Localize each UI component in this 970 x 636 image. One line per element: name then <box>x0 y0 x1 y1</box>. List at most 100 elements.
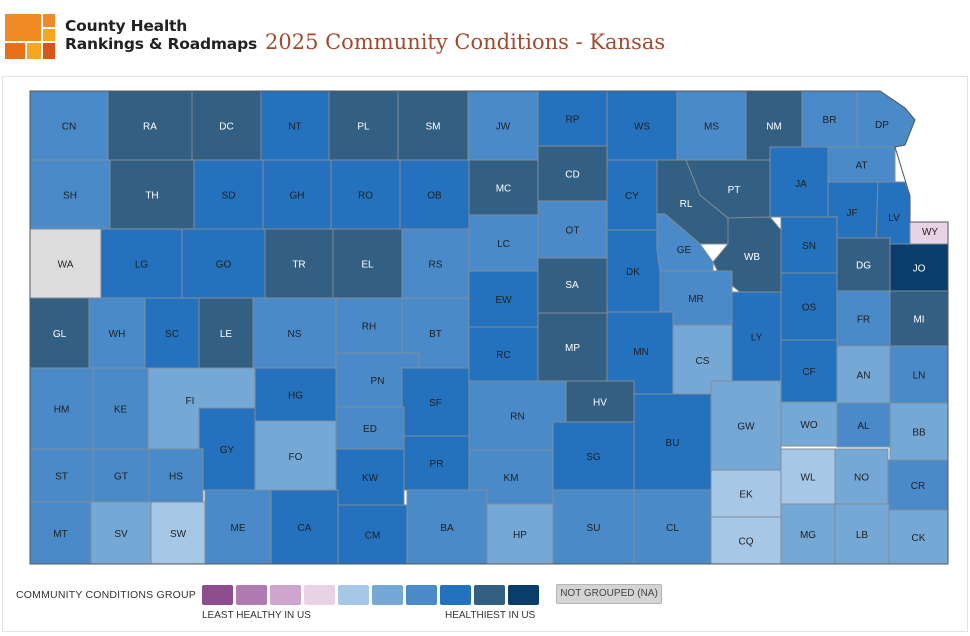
legend-title: COMMUNITY CONDITIONS GROUP <box>16 589 197 601</box>
county-gl[interactable] <box>29 297 90 369</box>
county-hg[interactable] <box>254 367 337 422</box>
county-kw[interactable] <box>335 448 405 506</box>
county-at[interactable] <box>827 146 896 183</box>
county-jw[interactable] <box>467 90 539 161</box>
county-el[interactable] <box>332 228 403 299</box>
county-dp[interactable] <box>856 90 916 148</box>
county-label-ws: WS <box>634 122 650 133</box>
county-ot[interactable] <box>537 200 608 259</box>
county-ew[interactable] <box>468 270 539 328</box>
county-ca[interactable] <box>270 489 339 565</box>
county-lb[interactable] <box>834 503 890 565</box>
county-label-km: KM <box>504 473 519 484</box>
county-sw[interactable] <box>150 501 206 565</box>
county-label-cy: CY <box>625 191 639 202</box>
county-lg[interactable] <box>100 228 183 299</box>
county-no[interactable] <box>834 448 889 505</box>
county-sg[interactable] <box>552 421 635 491</box>
county-st[interactable] <box>29 448 94 503</box>
county-sc[interactable] <box>144 297 200 369</box>
county-tr[interactable] <box>264 228 334 299</box>
county-cd[interactable] <box>537 145 608 202</box>
county-me[interactable] <box>204 489 272 565</box>
legend-swatch-g1[interactable] <box>202 585 233 605</box>
county-pr[interactable] <box>403 435 470 491</box>
county-gy[interactable] <box>198 407 256 491</box>
county-label-pr: PR <box>430 459 444 470</box>
county-fr[interactable] <box>836 290 891 347</box>
county-le[interactable] <box>198 297 254 369</box>
county-cq[interactable] <box>710 516 782 565</box>
legend-swatch-g3[interactable] <box>270 585 301 605</box>
county-pl[interactable] <box>328 90 399 161</box>
county-ja[interactable] <box>769 146 829 218</box>
county-ws[interactable] <box>606 90 678 161</box>
legend-swatch-g8[interactable] <box>440 585 471 605</box>
county-ns[interactable] <box>252 297 337 369</box>
county-jo[interactable] <box>889 243 949 292</box>
county-sv[interactable] <box>90 501 152 565</box>
county-rh[interactable] <box>335 297 403 354</box>
county-label-no: NO <box>854 473 869 484</box>
legend-swatch-g10[interactable] <box>508 585 539 605</box>
legend-least-healthy-label: LEAST HEALTHY IN US <box>202 610 311 621</box>
legend-swatch-g5[interactable] <box>338 585 369 605</box>
county-cy[interactable] <box>606 159 658 231</box>
county-ln[interactable] <box>889 345 949 404</box>
county-ge[interactable] <box>656 213 714 272</box>
county-label-dp: DP <box>875 120 889 131</box>
state-outline <box>29 90 949 565</box>
county-cm[interactable] <box>337 504 408 565</box>
county-label-mn: MN <box>633 347 649 358</box>
county-sd[interactable] <box>193 159 264 230</box>
county-gt[interactable] <box>92 448 150 503</box>
legend-swatch-g6[interactable] <box>372 585 403 605</box>
county-hs[interactable] <box>148 448 204 503</box>
county-wa[interactable] <box>29 228 102 299</box>
county-ek[interactable] <box>710 469 782 518</box>
county-th[interactable] <box>109 159 195 230</box>
county-bb[interactable] <box>889 402 949 461</box>
county-lc[interactable] <box>468 214 539 272</box>
kansas-county-map: CN RA DC NT PL SM JW RP WS MS NM BR DP SH TH SD GH RO OB MC… <box>29 90 949 565</box>
county-ke[interactable] <box>92 367 149 450</box>
county-mn[interactable] <box>606 311 674 395</box>
county-al[interactable] <box>836 402 891 448</box>
county-hp[interactable] <box>486 503 554 565</box>
county-gw[interactable] <box>710 380 782 471</box>
legend-swatch-g9[interactable] <box>474 585 505 605</box>
county-ly[interactable] <box>731 291 782 382</box>
county-label-go: GO <box>216 260 232 271</box>
county-wh[interactable] <box>88 297 146 369</box>
county-bu[interactable] <box>633 393 712 491</box>
county-label-ly: LY <box>751 333 763 344</box>
county-dg[interactable] <box>836 237 891 292</box>
county-rn[interactable] <box>468 380 567 451</box>
county-label-sn: SN <box>802 241 816 252</box>
legend-swatch-g2[interactable] <box>236 585 267 605</box>
county-nt[interactable] <box>260 90 330 161</box>
county-ms[interactable] <box>676 90 747 161</box>
not-grouped-legend-button[interactable]: NOT GROUPED (NA) <box>556 584 662 604</box>
legend-swatch-g7[interactable] <box>406 585 437 605</box>
county-rp[interactable] <box>537 90 608 147</box>
county-label-gh: GH <box>290 191 305 202</box>
county-wo[interactable] <box>780 401 838 447</box>
county-ba[interactable] <box>406 489 488 565</box>
county-mt[interactable] <box>29 501 92 565</box>
county-ck[interactable] <box>888 509 949 565</box>
county-rs[interactable] <box>401 228 470 299</box>
county-cf[interactable] <box>780 339 838 403</box>
county-label-ba: BA <box>440 523 454 534</box>
county-ra[interactable] <box>107 90 193 161</box>
county-sf[interactable] <box>401 367 470 437</box>
county-go[interactable] <box>181 228 266 299</box>
county-sa[interactable] <box>537 257 608 314</box>
county-sn[interactable] <box>780 216 838 274</box>
county-dc[interactable] <box>191 90 262 161</box>
county-mp[interactable] <box>537 312 608 382</box>
county-ob[interactable] <box>399 159 470 230</box>
legend-swatch-g4[interactable] <box>304 585 335 605</box>
county-su[interactable] <box>552 489 635 565</box>
county-an[interactable] <box>836 345 891 404</box>
